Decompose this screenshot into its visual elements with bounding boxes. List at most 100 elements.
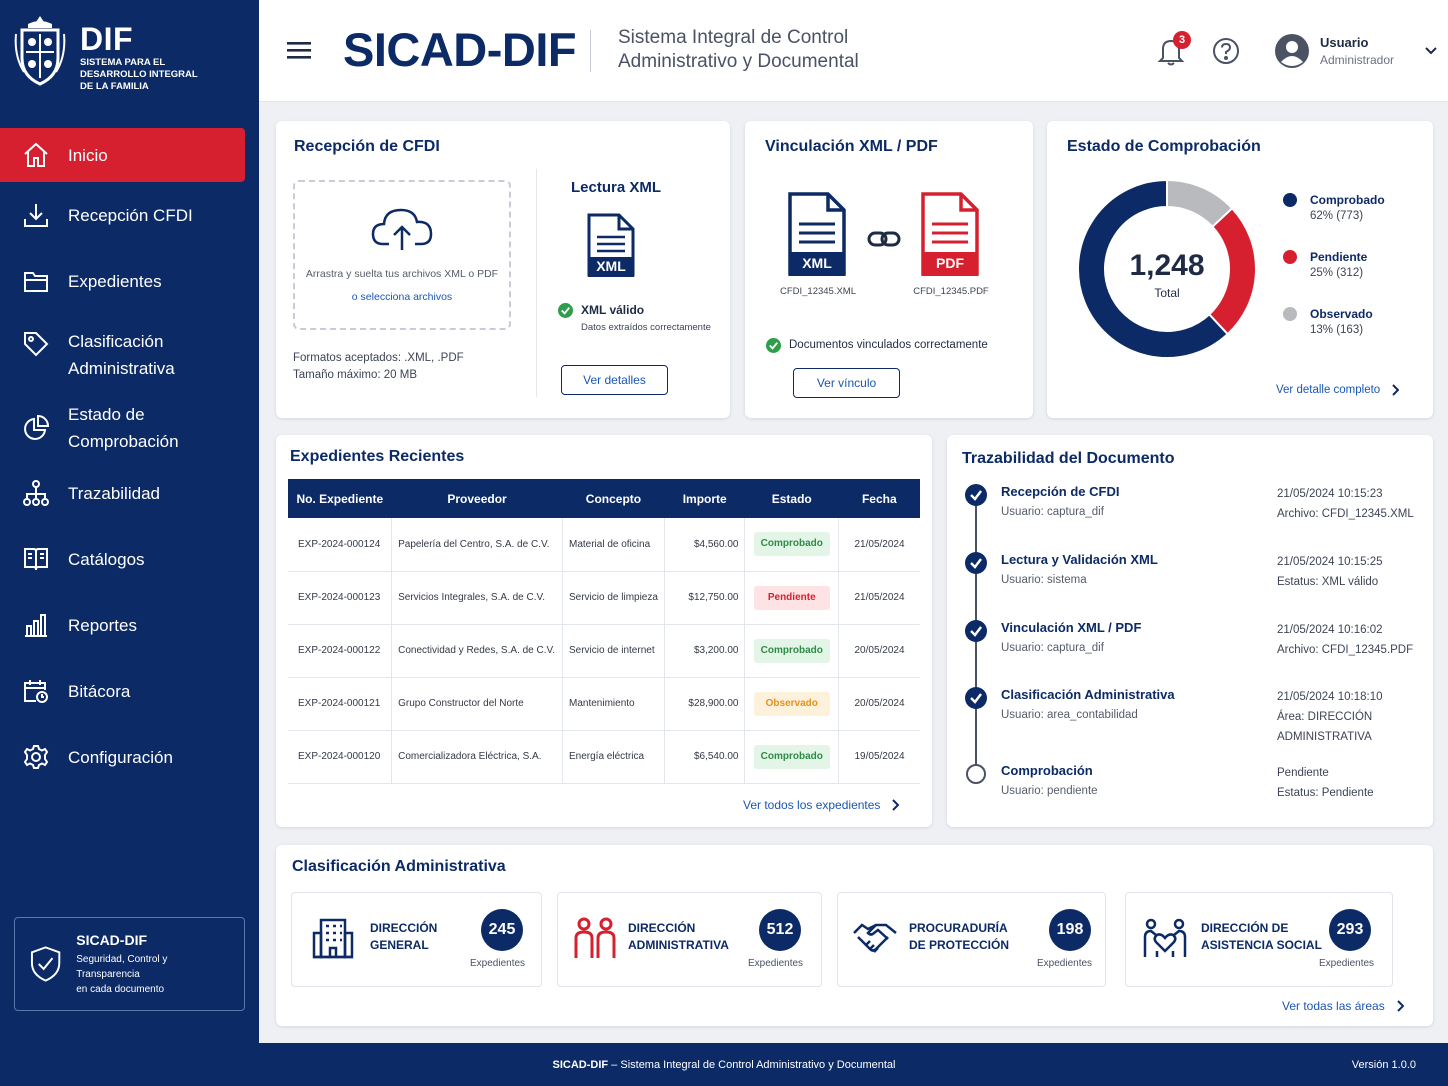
check-circle-icon (965, 484, 987, 506)
sidebar-item-inicio[interactable]: Inicio (0, 128, 245, 182)
status-card: Estado de Comprobación 1,248 Total Compr… (1047, 121, 1433, 418)
bell-icon[interactable] (1157, 36, 1185, 66)
table-cell: Servicios Integrales, S.A. de C.V. (391, 571, 563, 625)
view-link-button[interactable]: Ver vínculo (793, 368, 900, 398)
area-card-asistencia-social[interactable]: DIRECCIÓN DE ASISTENCIA SOCIAL 293 Expedi… (1125, 892, 1393, 987)
area-count: 198 (1049, 909, 1091, 951)
badge-title: SICAD-DIF (76, 931, 148, 948)
sidebar-item-reportes[interactable]: Reportes (0, 598, 245, 652)
sidebar-item-label: Recepción CFDI (68, 205, 193, 225)
view-details-button[interactable]: Ver detalles (561, 365, 668, 395)
pie-chart-icon (24, 414, 50, 440)
column-header[interactable]: Concepto (562, 479, 665, 518)
home-icon (24, 142, 48, 167)
link-status: Documentos vinculados correctamente (789, 339, 988, 351)
drop-instructions: Arrastra y suelta tus archivos XML o PDF (305, 268, 499, 280)
chevron-right-icon (1392, 384, 1400, 396)
sidebar-item-bitacora[interactable]: Bitácora (0, 664, 245, 718)
help-icon[interactable] (1212, 37, 1240, 65)
xml-file-icon: XML (587, 213, 635, 277)
sidebar-item-catalogos[interactable]: Catálogos (0, 532, 245, 586)
status-badge: Comprobado (753, 532, 830, 557)
table-cell: $4,560.00 (663, 518, 745, 572)
column-header[interactable]: Estado (744, 479, 839, 518)
column-header[interactable]: No. Expediente (288, 479, 392, 518)
user-menu[interactable]: Usuario Administrador (1275, 34, 1438, 68)
column-header[interactable]: Proveedor (391, 479, 563, 518)
user-role: Administrador (1320, 53, 1395, 67)
table-header-row: No. Expediente Proveedor Concepto Import… (288, 479, 920, 518)
table-cell: EXP-2024-000120 (288, 730, 392, 784)
table-row[interactable]: EXP-2024-000120 Comercializadora Eléctric… (288, 730, 920, 784)
sidebar-item-estado-comprobacion[interactable]: Estado de Comprobación (0, 396, 245, 460)
reception-card: Recepción de CFDI Arrastra y suelta tus … (276, 121, 730, 418)
table-cell: 21/05/2024 (838, 518, 920, 572)
menu-icon[interactable] (287, 40, 311, 60)
table-row[interactable]: EXP-2024-000122 Conectividad y Redes, S.A… (288, 624, 920, 678)
divider (536, 169, 537, 397)
shield-check-icon (30, 946, 61, 982)
avatar (1275, 34, 1309, 68)
column-header[interactable]: Importe (664, 479, 745, 518)
area-card-direccion-administrativa[interactable]: DIRECCIÓN ADMINISTRATIVA 512 Expedientes (557, 892, 822, 987)
sidebar-item-configuracion[interactable]: Configuración (0, 730, 245, 784)
table-row[interactable]: EXP-2024-000124 Papelería del Centro, S.A… (288, 518, 920, 572)
table-cell: Material de oficina (562, 518, 665, 572)
card-title: Trazabilidad del Documento (962, 450, 1175, 467)
card-title: Clasificación Administrativa (292, 858, 506, 875)
check-circle-icon (965, 552, 987, 574)
area-count-label: Expedientes (748, 958, 804, 969)
sidebar-item-label: Configuración (68, 747, 173, 767)
table-row[interactable]: EXP-2024-000123 Servicios Integrales, S.A… (288, 571, 920, 625)
chevron-right-icon (1397, 1000, 1404, 1012)
step-user: Usuario: pendiente (1001, 785, 1098, 797)
sidebar-item-trazabilidad[interactable]: Trazabilidad (0, 466, 245, 520)
table-cell: Papelería del Centro, S.A. de C.V. (391, 518, 563, 572)
donut-slice-comprobado[interactable] (1077, 179, 1230, 359)
legend-dot (1283, 250, 1297, 264)
sidebar-item-label: Inicio (68, 145, 108, 165)
logo-title: DIF (80, 21, 134, 57)
donut-slice-observado[interactable] (1166, 179, 1234, 229)
bar-chart-icon (25, 614, 47, 637)
area-count: 293 (1329, 909, 1371, 951)
people-icon (574, 917, 616, 958)
xml-pdf-link-card: Vinculación XML / PDF XML PDF CFDI_12345… (745, 121, 1033, 418)
status-badge: Observado (753, 691, 830, 716)
sidebar-item-clasificacion[interactable]: Clasificación Administrativa (0, 322, 245, 388)
pending-circle-icon (966, 764, 986, 784)
area-card-procuraduria[interactable]: PROCURADURÍA DE PROTECCIÓN 198 Expediente… (837, 892, 1106, 987)
dif-logo[interactable]: DIF SISTEMA PARA EL DESARROLLO INTEGRAL … (14, 12, 198, 93)
step-title: Comprobación (1001, 763, 1093, 778)
table-row[interactable]: EXP-2024-000121 Grupo Constructor del Nor… (288, 677, 920, 731)
xml-valid-desc: Datos extraídos correctamente (581, 322, 711, 333)
recent-files-table: No. Expediente Proveedor Concepto Import… (288, 479, 920, 784)
view-full-detail-link[interactable]: Ver detalle completo (1276, 384, 1400, 396)
view-all-areas-link[interactable]: Ver todas las áreas (1282, 999, 1404, 1013)
dif-emblem-icon (14, 16, 66, 86)
link-icon (867, 231, 901, 247)
select-files-link[interactable]: o selecciona archivos (351, 291, 453, 303)
file-drop-zone[interactable]: Arrastra y suelta tus archivos XML o PDF… (293, 180, 511, 330)
step-user: Usuario: captura_dif (1001, 642, 1104, 654)
step-title: Clasificación Administrativa (1001, 687, 1175, 702)
step-title: Vinculación XML / PDF (1001, 620, 1142, 635)
sidebar-item-expedientes[interactable]: Expedientes (0, 254, 245, 308)
total-label: Total (1154, 286, 1180, 300)
card-title: Vinculación XML / PDF (765, 138, 938, 155)
area-count-label: Expedientes (1037, 958, 1093, 969)
view-all-files-link[interactable]: Ver todos los expedientes (743, 798, 900, 812)
sidebar-item-recepcion-cfdi[interactable]: Recepción CFDI (0, 188, 245, 242)
column-header[interactable]: Fecha (838, 479, 920, 518)
table-cell: $28,900.00 (663, 677, 745, 731)
area-count: 512 (759, 909, 801, 951)
table-cell: Comprobado (744, 518, 839, 572)
app-subtitle: Sistema Integral de Control Administrati… (618, 27, 859, 72)
book-icon (24, 548, 48, 571)
area-card-direccion-general[interactable]: DIRECCIÓN GENERAL 245 Expedientes (291, 892, 542, 987)
table-cell: $12,750.00 (663, 571, 745, 625)
table-cell: Observado (744, 677, 839, 731)
step-title: Recepción de CFDI (1001, 484, 1120, 499)
step-detail: 21/05/2024 10:18:10 Área: DIRECCIÓN ADMINI… (1277, 691, 1383, 743)
traceability-card: Trazabilidad del Documento Recepción de … (947, 435, 1433, 827)
